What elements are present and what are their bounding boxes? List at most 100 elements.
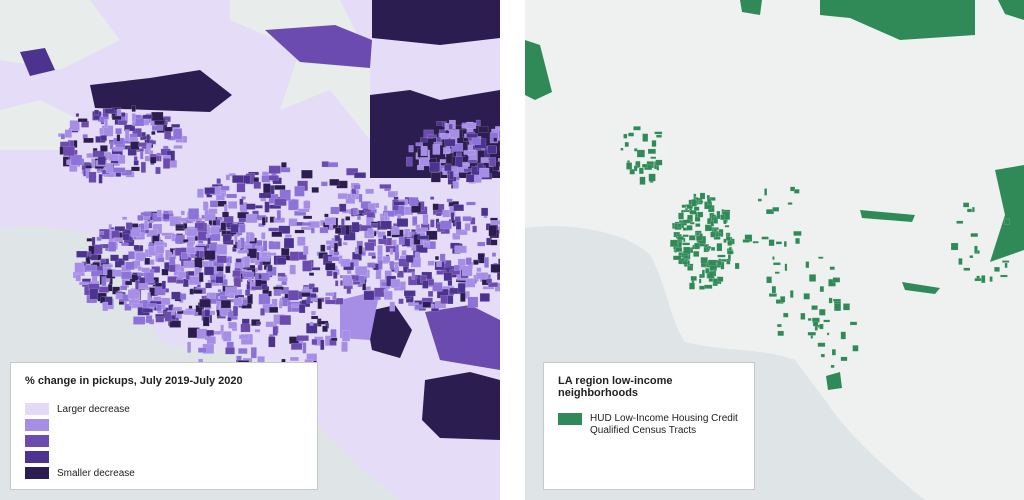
tract: [325, 262, 336, 271]
tract: [216, 219, 221, 226]
tract: [707, 259, 717, 266]
tract: [128, 251, 136, 260]
tract: [274, 198, 287, 206]
tract: [365, 305, 412, 358]
tract: [261, 284, 268, 290]
tract: [460, 291, 466, 302]
tract: [693, 250, 700, 257]
tract: [104, 108, 116, 114]
tract: [180, 293, 187, 301]
tract: [239, 223, 246, 233]
tract: [352, 207, 358, 216]
tract: [169, 320, 182, 328]
tract: [202, 316, 210, 327]
tract: [164, 311, 172, 322]
tract: [718, 232, 722, 237]
tract: [391, 239, 397, 246]
tract: [639, 176, 646, 185]
tract: [226, 193, 238, 199]
tract: [472, 225, 478, 233]
tract: [432, 203, 439, 211]
tract: [710, 231, 716, 238]
tract: [269, 306, 279, 313]
tract: [234, 262, 244, 269]
tract: [783, 240, 787, 247]
tract: [73, 140, 78, 148]
tract: [114, 258, 125, 268]
tract: [182, 239, 189, 243]
tract: [505, 138, 513, 144]
tract: [690, 275, 697, 281]
tract: [498, 130, 500, 140]
tract: [142, 308, 153, 313]
legend: % change in pickups, July 2019-July 2020…: [10, 362, 318, 490]
tract: [262, 240, 268, 252]
tract: [828, 297, 833, 304]
tract: [669, 239, 678, 247]
mountain: [0, 100, 80, 150]
tract: [125, 222, 133, 231]
tract: [290, 342, 303, 350]
tract: [289, 251, 300, 261]
tract: [656, 134, 662, 138]
tract: [493, 137, 498, 143]
legend-swatch: [558, 413, 582, 425]
tract: [766, 276, 772, 284]
tract: [703, 244, 708, 248]
tract: [242, 299, 248, 306]
tract: [724, 225, 730, 228]
tract: [1000, 274, 1008, 278]
tract: [353, 172, 367, 179]
tract: [1004, 262, 1008, 269]
tract: [118, 154, 126, 164]
tract: [902, 282, 940, 294]
tract: [138, 283, 149, 290]
tract: [360, 224, 373, 232]
tract: [187, 270, 195, 276]
tract: [308, 272, 315, 276]
legend-item: [25, 433, 303, 449]
tract: [297, 208, 310, 213]
legend-item: [25, 449, 303, 465]
tract: [379, 184, 392, 189]
tract: [372, 0, 500, 45]
tract: [396, 218, 409, 227]
tract: [178, 217, 187, 222]
tract: [334, 234, 341, 242]
tract: [276, 209, 282, 221]
tract: [328, 162, 339, 168]
tract: [380, 220, 392, 230]
tract: [654, 131, 663, 135]
tract: [447, 295, 454, 305]
tract: [294, 185, 305, 197]
tract: [417, 235, 429, 240]
tract: [389, 225, 400, 235]
tract: [969, 255, 974, 259]
legend-label: HUD Low-Income Housing Credit Qualified …: [590, 413, 738, 436]
tract: [176, 279, 184, 284]
tract: [155, 244, 165, 254]
tract: [205, 233, 210, 238]
tract: [494, 282, 500, 292]
tract: [122, 254, 129, 261]
tract: [208, 292, 216, 299]
tract: [310, 315, 319, 320]
tract: [720, 261, 725, 270]
tract: [311, 187, 319, 193]
tract: [171, 291, 181, 300]
tract: [228, 321, 237, 329]
tract: [79, 281, 90, 286]
tract: [227, 316, 232, 322]
tract: [958, 258, 963, 265]
tract: [77, 118, 88, 123]
tract: [99, 231, 105, 235]
tract: [146, 143, 152, 150]
tract: [60, 133, 66, 140]
tract: [689, 282, 695, 290]
tract: [464, 223, 471, 232]
tract: [426, 230, 438, 240]
tract: [326, 270, 333, 277]
tract: [294, 229, 305, 234]
tract: [311, 338, 318, 346]
tract: [116, 292, 123, 300]
